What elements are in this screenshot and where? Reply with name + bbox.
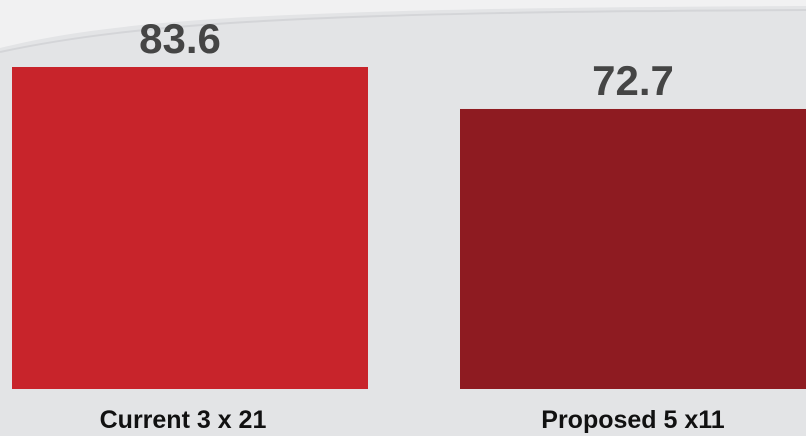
bar-2 [460,108,806,390]
bars-layer [12,67,806,390]
category-label-1: Current 3 x 21 [100,406,267,434]
bar-1 [12,67,368,389]
labels-layer: 83.6 Current 3 x 21 72.7 Proposed 5 x11 [100,15,725,434]
background-swoosh [0,0,806,48]
value-label-1: 83.6 [139,15,221,62]
category-label-2: Proposed 5 x11 [541,406,725,434]
value-label-2: 72.7 [592,57,674,104]
background-swoosh-shadow [0,9,806,53]
